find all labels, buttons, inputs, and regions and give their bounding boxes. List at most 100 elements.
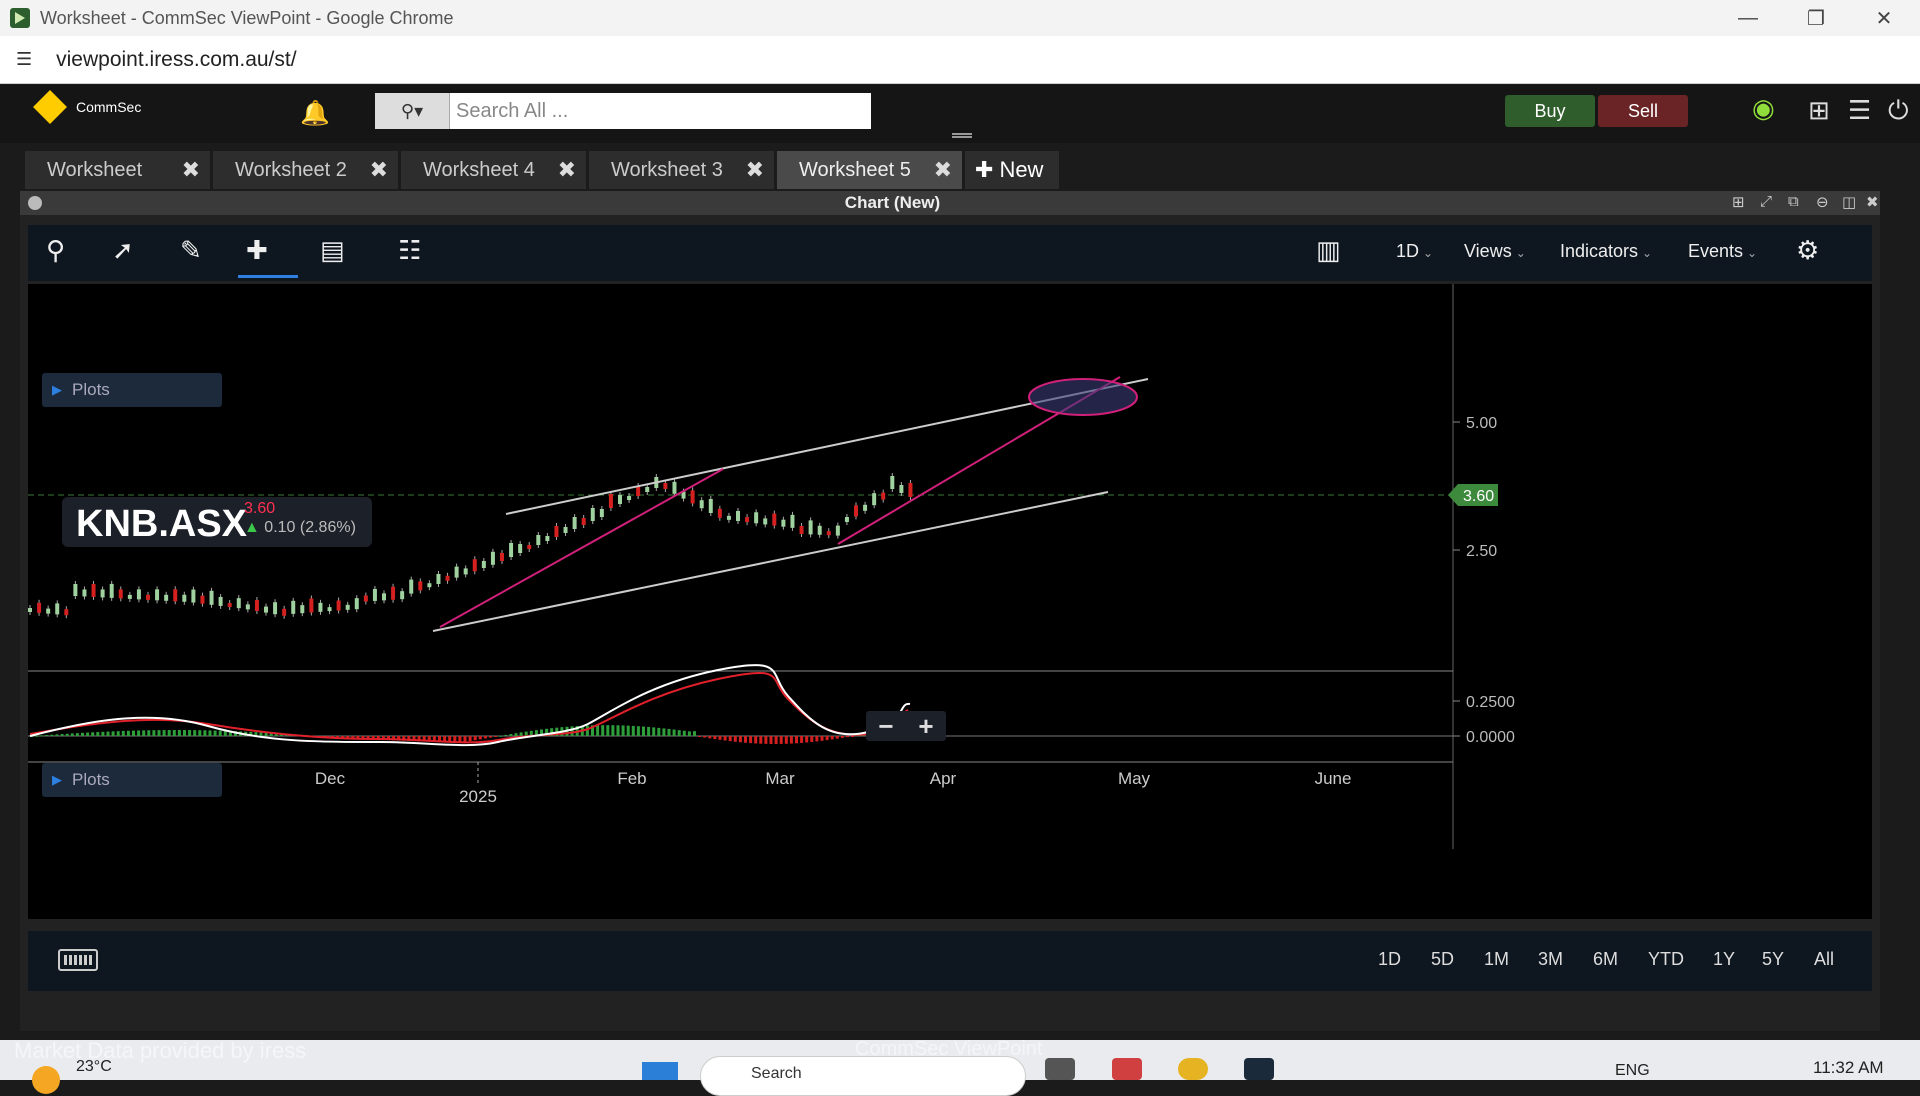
tab-worksheet-2[interactable]: Worksheet 2 ✖ [213, 151, 398, 189]
price-chart-svg[interactable]: 3.605.002.500.25000.0000NovDecFebMarAprM… [28, 284, 1872, 919]
task-view-icon[interactable] [1045, 1058, 1075, 1080]
range-1d[interactable]: 1D [1378, 949, 1402, 969]
close-tab-icon[interactable]: ✖ [557, 157, 576, 182]
lightbulb-icon[interactable]: ◉ [1752, 93, 1775, 123]
crosshair-icon[interactable]: ✚ [246, 235, 268, 265]
range-5d[interactable]: 5D [1431, 949, 1455, 969]
candle-up [291, 600, 296, 614]
table-icon[interactable]: ☷ [398, 235, 422, 265]
browser-titlebar: Worksheet - CommSec ViewPoint - Google C… [0, 0, 1920, 36]
candle-down [418, 581, 423, 591]
indicators-dropdown[interactable]: Indicators ⌄ [1560, 241, 1652, 262]
tab-worksheet[interactable]: Worksheet ✖ [25, 151, 210, 189]
candle-up [46, 608, 51, 614]
add-icon[interactable]: ⊞ [1808, 95, 1830, 125]
close-tab-icon[interactable]: ✖ [933, 157, 952, 182]
commsec-logo[interactable]: CommSec [33, 90, 141, 124]
sell-button[interactable]: Sell [1598, 95, 1688, 127]
macd-bar-up [647, 726, 651, 736]
taskbar-search[interactable]: Search [700, 1056, 1026, 1096]
new-tab-button[interactable]: ✚ New [965, 151, 1060, 189]
macd-bar-up [121, 730, 125, 736]
events-dropdown[interactable]: Events ⌄ [1688, 241, 1757, 262]
weather-icon[interactable] [32, 1066, 60, 1094]
site-info-icon[interactable]: ☰ [16, 49, 33, 69]
macd-bar-down [366, 736, 370, 740]
windows-start-icon[interactable] [642, 1062, 678, 1080]
commsec-app-icon[interactable] [1244, 1058, 1274, 1080]
range-bar: 1D 5D 1M 3M 6M YTD 1Y 5Y All [28, 931, 1872, 991]
search-dropdown-button[interactable]: ⚲▾ [375, 93, 450, 129]
buy-button[interactable]: Buy [1505, 95, 1595, 127]
candle-down [745, 517, 750, 523]
search-icon[interactable]: ⚲ [46, 235, 66, 265]
macd-tick-label: 0.0000 [1466, 729, 1515, 746]
year-label: 2025 [459, 787, 497, 806]
close-icon[interactable]: ✕ [1875, 7, 1893, 30]
chart-plot-area[interactable]: 3.605.002.500.25000.0000NovDecFebMarAprM… [28, 284, 1872, 919]
power-icon[interactable]: ⏻ [1888, 95, 1909, 125]
weather-temp[interactable]: 23°C [76, 1058, 112, 1075]
split-icon[interactable]: ◫ [1842, 194, 1857, 211]
candle-down [881, 492, 886, 500]
tab-worksheet-5[interactable]: Worksheet 5 ✖ [777, 151, 962, 189]
drag-handle-icon[interactable] [952, 133, 972, 138]
close-tab-icon[interactable]: ✖ [369, 157, 388, 182]
range-ytd[interactable]: YTD [1648, 949, 1684, 969]
range-all[interactable]: All [1814, 949, 1835, 969]
panel-dot-icon[interactable] [28, 196, 42, 210]
add-study-icon[interactable]: ➚ [112, 235, 134, 265]
macd-bar-down [795, 736, 798, 744]
range-3m[interactable]: 3M [1538, 949, 1564, 969]
clock[interactable]: 11:32 AM [1813, 1058, 1884, 1077]
candle-up [817, 525, 822, 535]
address-bar[interactable]: ☰ viewpoint.iress.com.au/st/ [0, 36, 1920, 84]
candle-up [436, 574, 441, 584]
language-indicator[interactable]: ENG [1615, 1062, 1650, 1079]
bell-icon[interactable]: 🔔 [300, 100, 330, 127]
restore-icon[interactable]: ❐ [1807, 7, 1825, 30]
zoom-out-button[interactable]: − [878, 710, 894, 741]
add-panel-icon[interactable]: ⊞ [1732, 194, 1745, 211]
macd-bar-down [407, 736, 411, 741]
interval-dropdown[interactable]: 1D ⌄ [1396, 241, 1433, 262]
tab-worksheet-4[interactable]: Worksheet 4 ✖ [401, 151, 586, 189]
tab-worksheet-3[interactable]: Worksheet 3 ✖ [589, 151, 774, 189]
range-5y[interactable]: 5Y [1762, 949, 1785, 969]
candlestick-type-icon[interactable]: ▥ [1316, 235, 1341, 265]
expand-icon[interactable]: ⤢ [1760, 193, 1773, 210]
comment-icon[interactable]: ▤ [320, 235, 345, 265]
macd-bar-up [234, 731, 237, 736]
plots-toggle-macd[interactable]: ▶ Plots [42, 763, 222, 797]
close-tab-icon[interactable]: ✖ [745, 157, 764, 182]
gear-icon[interactable]: ⚙ [1796, 235, 1820, 265]
views-dropdown[interactable]: Views ⌄ [1464, 241, 1526, 262]
macd-bar-up [504, 734, 508, 736]
url-text[interactable]: viewpoint.iress.com.au/st/ [56, 47, 297, 71]
app-header: CommSec 🔔 ⚲▾ Buy Sell ◉ ⊞ ☰ ⏻ [0, 85, 1920, 143]
candle-up [736, 511, 740, 521]
app-icon-red[interactable] [1112, 1058, 1142, 1080]
close-panel-icon[interactable]: ✖ [1866, 194, 1879, 211]
plots-toggle-price[interactable]: ▶ Plots [42, 373, 222, 407]
candle-up [726, 515, 731, 520]
range-1y[interactable]: 1Y [1713, 949, 1736, 969]
candle-up [590, 508, 595, 521]
pencil-icon[interactable]: ✎ [180, 235, 202, 265]
chrome-icon[interactable] [1178, 1058, 1208, 1080]
minimize-panel-icon[interactable]: ⊖ [1816, 194, 1829, 211]
taskbar: Market Data provided by iress CommSec Vi… [0, 1038, 1920, 1096]
close-tab-icon[interactable]: ✖ [181, 157, 200, 182]
candle-up [844, 517, 849, 522]
popout-icon[interactable]: ⧉ [1788, 193, 1799, 210]
menu-icon[interactable]: ☰ [1848, 95, 1872, 125]
minimize-icon[interactable]: — [1738, 6, 1758, 29]
macd-bar-down [443, 736, 447, 742]
zoom-in-button[interactable]: + [918, 710, 934, 741]
range-6m[interactable]: 6M [1593, 949, 1619, 969]
macd-bar-up [40, 735, 44, 737]
keyboard-icon[interactable] [58, 949, 98, 971]
range-1m[interactable]: 1M [1484, 949, 1510, 969]
window-title: Worksheet - CommSec ViewPoint - Google C… [40, 7, 454, 28]
search-input[interactable] [450, 93, 871, 129]
